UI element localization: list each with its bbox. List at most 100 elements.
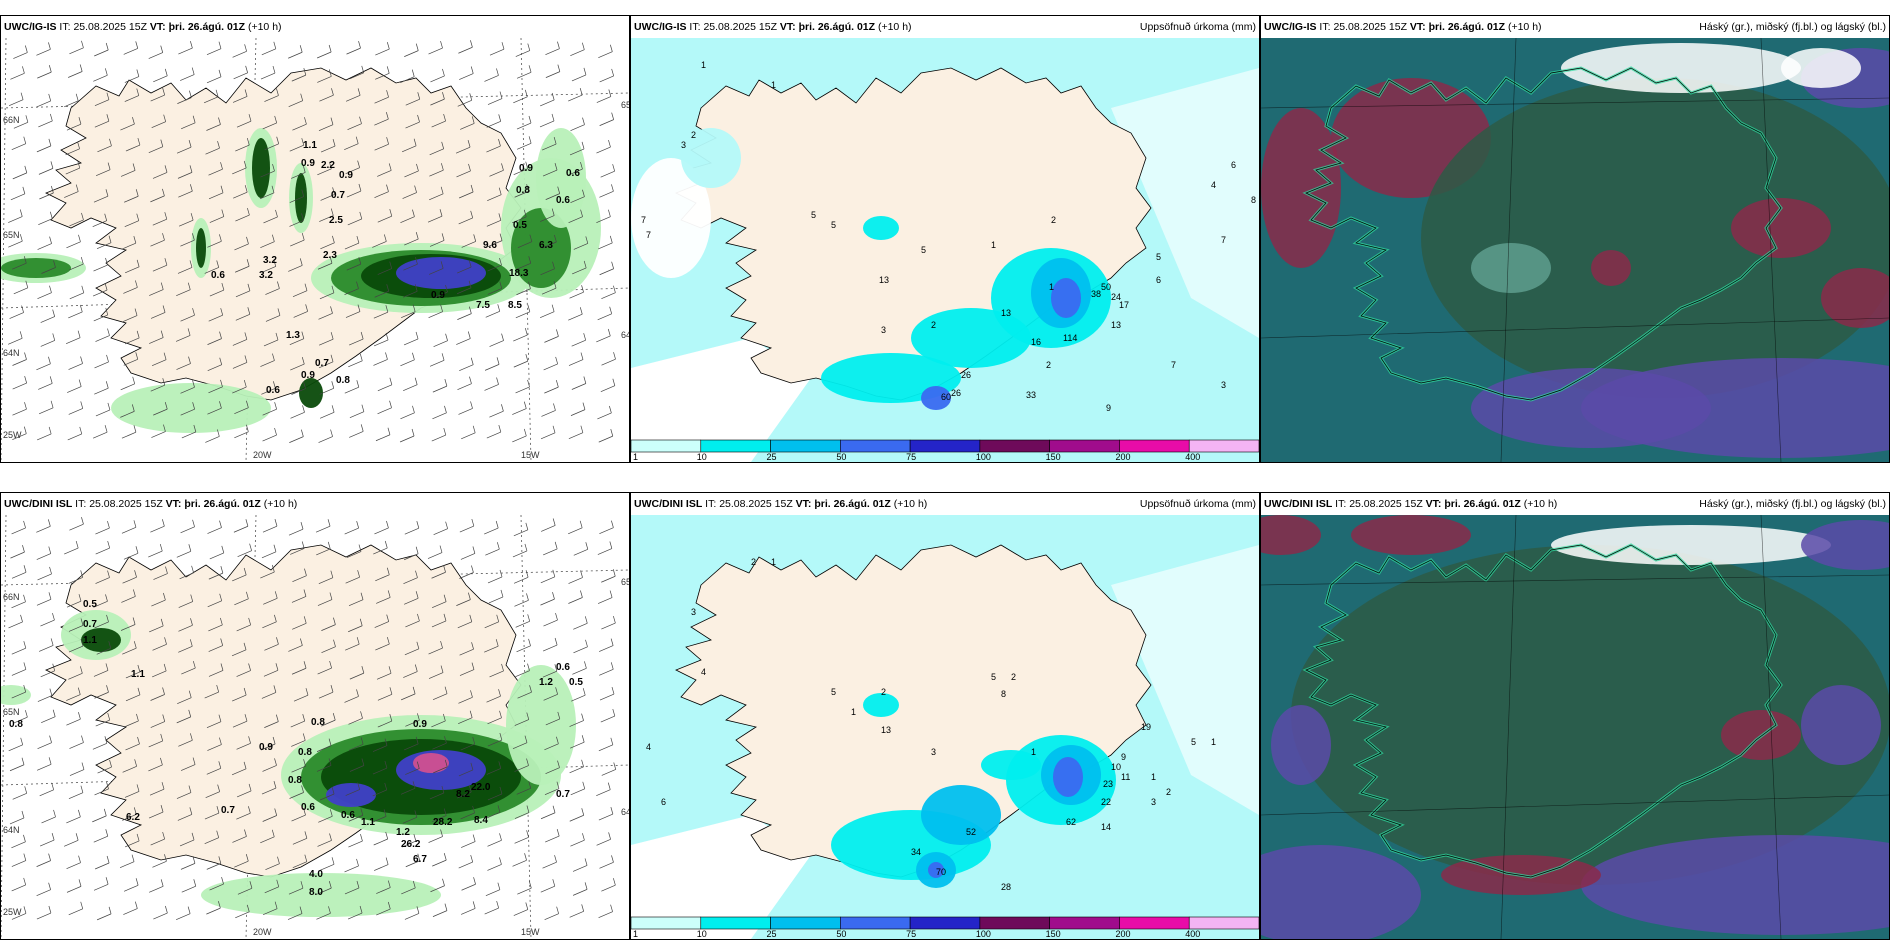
accum-value: 1 bbox=[1211, 737, 1216, 747]
valid-time: þri. 26.ágú. 01Z bbox=[798, 21, 876, 33]
accum-value: 1 bbox=[1151, 772, 1156, 782]
valid-time: þri. 26.ágú. 01Z bbox=[1428, 21, 1506, 33]
accum-value: 7 bbox=[646, 230, 651, 240]
scale-tick: 200 bbox=[1115, 452, 1130, 462]
accum-value: 5 bbox=[991, 672, 996, 682]
it-label: IT: bbox=[705, 498, 717, 510]
accum-value: 11 bbox=[1121, 772, 1130, 782]
scale-tick: 200 bbox=[1115, 929, 1130, 939]
axis-label: 64N bbox=[3, 348, 20, 358]
scale-tick: 150 bbox=[1046, 452, 1061, 462]
model-label: UWC/IG-IS bbox=[4, 21, 57, 33]
precip-value: 1.1 bbox=[131, 669, 145, 680]
accum-value: 38 bbox=[1091, 289, 1101, 299]
panel-header: UWC/DINI ISL IT: 25.08.2025 15Z VT: þri.… bbox=[1, 493, 629, 515]
precip-value: 1.1 bbox=[83, 635, 97, 646]
precip-value: 0.9 bbox=[431, 290, 445, 301]
precip-value: 0.7 bbox=[221, 805, 235, 816]
precip-value: 1.1 bbox=[361, 817, 375, 828]
accum-value: 26 bbox=[951, 388, 961, 398]
precip-value: 0.5 bbox=[569, 677, 583, 688]
accum-value: 4 bbox=[646, 742, 651, 752]
precip-value: 0.9 bbox=[301, 158, 315, 169]
field-title: Háský (gr.), miðský (fj.bl.) og lágský (… bbox=[1699, 498, 1886, 510]
precip-value: 28.2 bbox=[433, 817, 453, 828]
accum-value: 2 bbox=[691, 130, 696, 140]
axis-label: 66N bbox=[3, 592, 20, 602]
valid-time: þri. 26.ágú. 01Z bbox=[1444, 498, 1521, 510]
axis-label: 65N bbox=[3, 230, 20, 240]
precip-value: 0.7 bbox=[83, 619, 97, 630]
precip-value: 6.2 bbox=[126, 812, 140, 823]
axis-label: 65N bbox=[621, 577, 629, 587]
scale-tick: 10 bbox=[697, 929, 707, 939]
precip-value: 22.0 bbox=[471, 782, 491, 793]
precip-value: 0.9 bbox=[339, 170, 353, 181]
axis-label: 15W bbox=[521, 450, 540, 460]
lead-time: (+10 h) bbox=[1523, 498, 1558, 510]
precip-value: 0.8 bbox=[516, 185, 530, 196]
accum-value: 60 bbox=[941, 392, 951, 402]
accum-value: 50 bbox=[1101, 282, 1111, 292]
precip-value: 0.8 bbox=[311, 717, 325, 728]
vt-label: VT: bbox=[1409, 21, 1426, 33]
precip-value: 0.9 bbox=[259, 742, 273, 753]
field-title: Uppsöfnuð úrkoma (mm) bbox=[1139, 498, 1256, 510]
scale-tick: 25 bbox=[767, 929, 777, 939]
accum-value: 2 bbox=[931, 320, 936, 330]
field-title: Uppsöfnuð úrkoma (mm) bbox=[1139, 21, 1256, 33]
axis-label: 64N bbox=[621, 807, 629, 817]
accum-value: 3 bbox=[681, 140, 686, 150]
accum-value: 8 bbox=[1001, 689, 1006, 699]
color-scale: 1 10 25 50 75 100 150 200 400 bbox=[631, 916, 1259, 939]
scale-tick: 10 bbox=[697, 452, 707, 462]
accum-value: 4 bbox=[1211, 180, 1216, 190]
it-label: IT: bbox=[1335, 498, 1347, 510]
precip-value: 0.8 bbox=[9, 719, 23, 730]
map-canvas: 1.10.9 2.20.90.72.53.22.30.63.21.30.97.51… bbox=[1, 38, 629, 462]
valid-time: þri. 26.ágú. 01Z bbox=[814, 498, 891, 510]
panel-clouds-dini: UWC/DINI ISL IT: 25.08.2025 15Z VT: þri.… bbox=[1260, 492, 1890, 940]
scale-tick: 1 bbox=[633, 929, 638, 939]
model-label: UWC/DINI ISL bbox=[4, 498, 73, 510]
axis-label: 20W bbox=[253, 450, 272, 460]
accum-value: 114 bbox=[1063, 333, 1077, 343]
it-label: IT: bbox=[689, 21, 701, 33]
accum-value: 2 bbox=[1046, 360, 1051, 370]
accum-value: 5 bbox=[831, 687, 836, 697]
accum-value: 34 bbox=[911, 847, 921, 857]
accum-value: 33 bbox=[1026, 390, 1036, 400]
precip-value: 1.1 bbox=[303, 140, 317, 151]
accum-value: 2 bbox=[1051, 215, 1056, 225]
vt-label: VT: bbox=[165, 498, 182, 510]
precip-value: 0.7 bbox=[315, 358, 329, 369]
accum-value: 2 bbox=[881, 687, 886, 697]
init-time: 25.08.2025 15Z bbox=[703, 21, 777, 33]
axis-label: 66N bbox=[3, 115, 20, 125]
axis-label: 25W bbox=[3, 907, 22, 917]
accum-value: 16 bbox=[1031, 337, 1041, 347]
precip-value: 26.2 bbox=[401, 839, 421, 850]
accum-value: 13 bbox=[1111, 320, 1121, 330]
accum-value: 1 bbox=[701, 60, 706, 70]
accum-value: 23 bbox=[1103, 779, 1113, 789]
accum-value: 28 bbox=[1001, 882, 1011, 892]
precip-value: 0.6 bbox=[556, 662, 570, 673]
scale-tick: 100 bbox=[976, 929, 991, 939]
accum-value: 62 bbox=[1066, 817, 1076, 827]
vt-label: VT: bbox=[1425, 498, 1442, 510]
scale-tick: 1 bbox=[633, 452, 638, 462]
accum-value: 6 bbox=[1156, 275, 1161, 285]
accum-value: 19 bbox=[1141, 722, 1151, 732]
init-time: 25.08.2025 15Z bbox=[1349, 498, 1423, 510]
accum-value: 10 bbox=[1111, 762, 1121, 772]
axis-label: 65N bbox=[3, 707, 20, 717]
precip-value: 0.6 bbox=[556, 195, 570, 206]
accum-value: 3 bbox=[691, 607, 696, 617]
panel-accum-precip-dini: UWC/DINI ISL IT: 25.08.2025 15Z VT: þri.… bbox=[630, 492, 1260, 940]
scale-tick: 75 bbox=[906, 929, 916, 939]
accum-value: 1 bbox=[851, 707, 856, 717]
scale-tick: 25 bbox=[767, 452, 777, 462]
panel-clouds-igis: UWC/IG-IS IT: 25.08.2025 15Z VT: þri. 26… bbox=[1260, 15, 1890, 463]
